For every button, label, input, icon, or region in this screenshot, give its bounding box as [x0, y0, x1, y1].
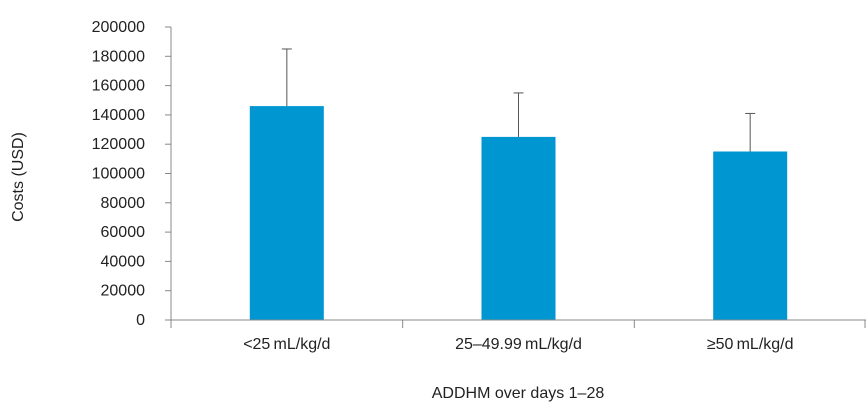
- x-tick-label: ≥50 mL/kg/d: [707, 336, 794, 353]
- error-bars-layer: [281, 48, 756, 152]
- y-tick-label: 140000: [92, 107, 145, 124]
- x-axis-label: ADDHM over days 1–28: [432, 385, 605, 402]
- y-tick-label: 0: [136, 312, 145, 329]
- y-tick-label: 40000: [101, 253, 146, 270]
- y-tick-label: 180000: [92, 48, 145, 65]
- y-tick-label: 120000: [92, 136, 145, 153]
- y-tick-label: 80000: [101, 195, 146, 212]
- y-tick-label: 100000: [92, 166, 145, 183]
- bar: [713, 151, 788, 320]
- bar: [481, 136, 556, 320]
- y-tick-label: 20000: [101, 283, 146, 300]
- bar: [249, 106, 324, 320]
- x-tick-label: 25–49.99 mL/kg/d: [455, 336, 582, 353]
- x-tick-label: <25 mL/kg/d: [243, 336, 330, 353]
- y-axis-label: Costs (USD): [10, 132, 27, 222]
- bars-layer: [249, 106, 788, 320]
- y-tick-label: 60000: [101, 224, 146, 241]
- labels-layer: <25 mL/kg/d 25–49.99 mL/kg/d ≥50 mL/kg/d 0 2…: [92, 19, 794, 353]
- y-tick-label: 160000: [92, 78, 145, 95]
- axes-layer: [165, 26, 866, 328]
- y-tick-label: 200000: [92, 19, 145, 36]
